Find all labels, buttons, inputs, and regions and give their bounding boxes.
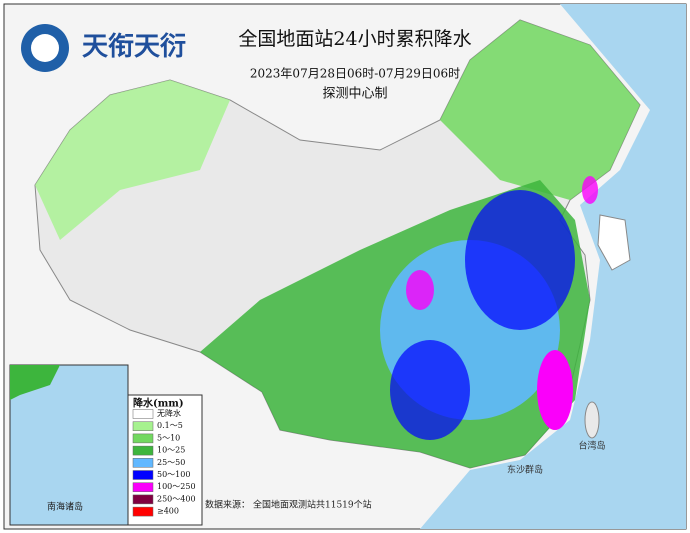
legend-label: 10～25 — [157, 446, 185, 455]
legend-label: 50～100 — [157, 470, 190, 479]
title: 全国地面站24小时累积降水 — [238, 28, 471, 50]
legend-swatch — [132, 482, 154, 492]
legend-swatch — [132, 445, 154, 456]
rain-storm — [465, 190, 575, 330]
legend-swatch — [132, 421, 154, 431]
legend-label: ≥400 — [157, 507, 179, 516]
legend-label: 5～10 — [157, 433, 180, 442]
legend: 降水(mm) 无降水 0.1～5 5～10 10～25 25～50 50～100 100～2… — [127, 394, 203, 526]
legend-label: 25～50 — [157, 458, 185, 467]
legend-swatch — [132, 494, 154, 505]
place-label: 台湾岛 — [578, 440, 605, 452]
logo-text: 天衔天衍 — [82, 32, 186, 62]
taiwan — [584, 401, 600, 439]
rain-areas — [35, 20, 640, 468]
rain-severe — [406, 270, 434, 310]
legend-label: 无降水 — [157, 408, 181, 418]
legend-swatch — [132, 506, 154, 517]
rain-storm — [390, 340, 470, 440]
legend-label: 100～250 — [157, 482, 196, 491]
legend-swatch — [132, 470, 154, 480]
inset-land — [10, 365, 60, 400]
legend-swatch — [132, 409, 154, 419]
logo-inner — [31, 34, 59, 62]
rain-severe — [582, 176, 598, 204]
place-label: 东沙群岛 — [507, 464, 543, 476]
legend-label: 250～400 — [157, 494, 196, 503]
footer-source: 数据来源： — [205, 499, 250, 511]
sea — [420, 4, 686, 529]
light-rain-west — [35, 80, 230, 240]
inset-label: 南海诸岛 — [47, 501, 83, 513]
korea — [597, 214, 631, 271]
subtitle: 2023年07月28日06时-07月29日06时 — [250, 67, 460, 81]
legend-title: 降水(mm) — [133, 397, 184, 410]
legend-swatch — [132, 433, 154, 444]
legend-label: 0.1～5 — [157, 421, 183, 430]
rain-northeast — [440, 20, 640, 200]
producer: 探测中心制 — [322, 87, 387, 102]
rain-severe — [537, 350, 573, 430]
legend-swatch — [132, 458, 154, 468]
footer-note: 全国地面观测站共11519个站 — [253, 499, 372, 511]
